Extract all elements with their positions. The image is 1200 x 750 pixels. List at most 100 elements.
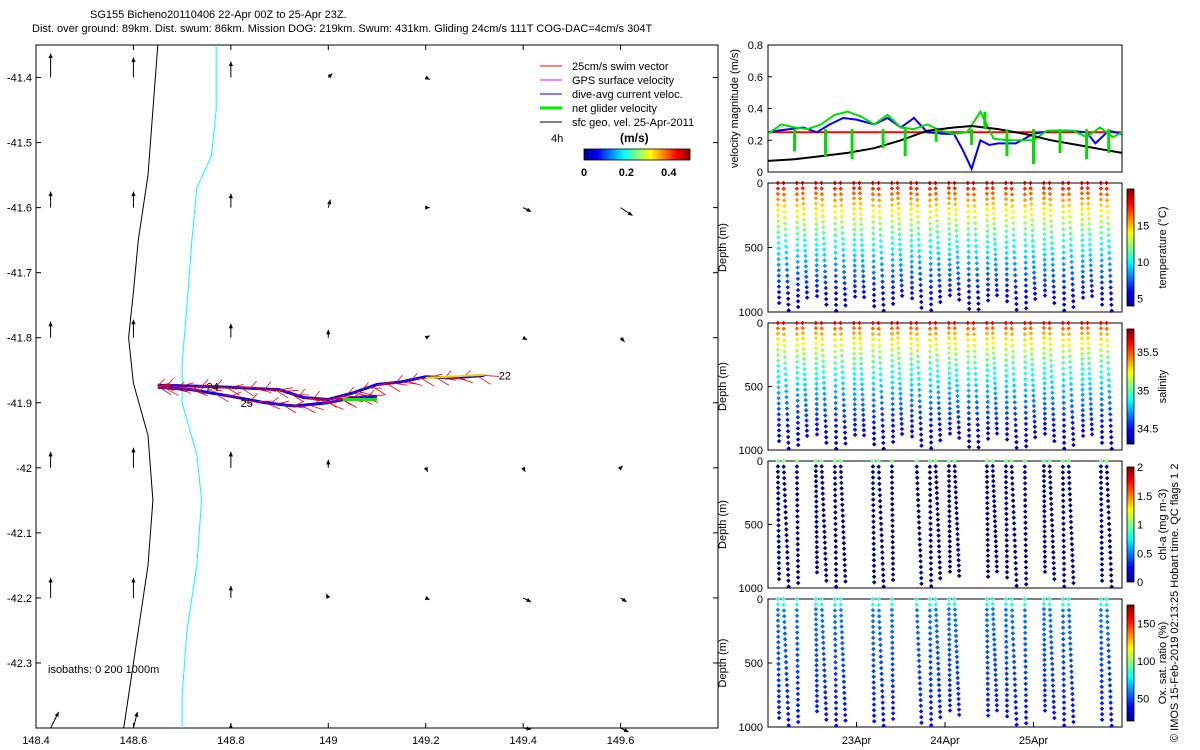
chla-data-point [1042, 539, 1047, 544]
salinity-data-point [795, 426, 801, 431]
swim-vector [164, 387, 179, 396]
salinity-data-point [1049, 369, 1054, 374]
salinity-ylabel: Depth (m) [717, 362, 729, 411]
geo-velocity-arrowhead [131, 319, 136, 325]
temperature-data-point [1098, 213, 1104, 219]
oxygen-data-point [946, 596, 952, 602]
salinity-data-point [877, 343, 882, 349]
isobath-200m-line [123, 44, 159, 729]
map-ytick-label: -41.5 [7, 138, 32, 150]
salinity-data-point [936, 395, 941, 400]
oxygen-data-point [776, 672, 781, 678]
salinity-data-point [918, 432, 924, 437]
salinity-data-point [896, 351, 901, 356]
salinity-data-point [1042, 426, 1048, 431]
temperature-data-point [890, 274, 896, 279]
oxygen-data-point [947, 682, 953, 688]
oxygen-data-point [1060, 631, 1066, 636]
map-ytick-label: -42.1 [7, 528, 32, 540]
chla-data-point [1066, 469, 1072, 475]
salinity-data-point [880, 434, 886, 440]
salinity-data-point [1099, 429, 1105, 435]
oxygen-data-point [1012, 665, 1017, 670]
salinity-data-point [928, 417, 934, 422]
temperature-data-point [1029, 201, 1034, 207]
salinity-data-point [1041, 345, 1047, 351]
temperature-data-point [1067, 220, 1073, 225]
temperature-data-point [1061, 250, 1066, 255]
oxygen-data-point [1061, 688, 1067, 694]
temperature-data-point [1080, 243, 1085, 248]
chla-data-point [1105, 498, 1111, 504]
salinity-data-point [917, 410, 923, 415]
salinity-data-point [994, 431, 1000, 436]
temperature-data-point [814, 283, 820, 289]
chla-data-point [838, 464, 843, 469]
salinity-data-point [832, 337, 838, 343]
salinity-data-point [851, 356, 857, 361]
geo-velocity-arrowhead [48, 191, 53, 197]
chla-data-point [1098, 464, 1104, 469]
oxygen-data-point [879, 683, 885, 688]
salinity-data-point [1098, 347, 1104, 353]
chla-data-point [814, 499, 819, 504]
oxygen-data-point [794, 596, 800, 602]
temperature-data-point [1042, 247, 1047, 252]
salinity-data-point [1029, 346, 1034, 352]
chla-data-point [933, 469, 939, 474]
temperature-data-point [1012, 261, 1018, 266]
salinity-data-point [843, 441, 848, 446]
salinity-data-point [1105, 355, 1111, 360]
salinity-data-point [915, 359, 921, 365]
salinity-data-point [871, 381, 876, 386]
chla-data-point [795, 541, 800, 547]
temperature-data-point [833, 256, 838, 261]
oxygen-data-point [814, 663, 819, 668]
oxygen-data-point [813, 622, 819, 627]
oxygen-data-point [1066, 596, 1071, 602]
salinity-data-point [956, 435, 962, 441]
salinity-data-point [1012, 400, 1018, 405]
temperature-data-point [976, 301, 981, 306]
salinity-data-point [895, 335, 901, 341]
temperature-data-point [1085, 196, 1091, 201]
chla-data-point [984, 464, 990, 469]
salinity-data-point [1079, 346, 1085, 351]
salinity-data-point [821, 364, 826, 369]
temperature-colorbar-tick: 5 [1137, 294, 1143, 306]
chla-data-point [928, 555, 934, 560]
chla-data-point [813, 473, 819, 479]
salinity-data-point [860, 407, 866, 413]
geo-velocity-arrowhead [131, 577, 136, 583]
salinity-data-point [972, 349, 977, 354]
salinity-data-point [1080, 387, 1085, 392]
oxygen-colorbar-label: Ox. sat. ratio (%) [1157, 622, 1169, 705]
swim-vector [450, 377, 466, 380]
salinity-data-point [801, 346, 806, 351]
oxygen-data-point [1068, 658, 1074, 663]
chla-data-point [935, 501, 940, 506]
salinity-data-point [928, 434, 934, 440]
salinity-data-point [840, 386, 846, 391]
salinity-data-point [947, 386, 952, 391]
salinity-data-point [896, 356, 902, 361]
temperature-data-point [795, 265, 800, 270]
salinity-data-point [947, 396, 952, 401]
salinity-data-point [813, 341, 819, 346]
swim-vector [230, 391, 242, 397]
salinity-data-point [889, 320, 895, 326]
salinity-data-point [1042, 431, 1048, 437]
map-xtick-label: 148.6 [120, 735, 148, 747]
salinity-data-point [1023, 388, 1028, 393]
salinity-data-point [852, 366, 857, 371]
oxygen-data-point [781, 596, 786, 602]
swim-vector [211, 386, 228, 389]
salinity-data-point [973, 371, 978, 377]
oxygen-data-point [1042, 667, 1047, 673]
chla-data-point [1047, 464, 1052, 469]
temperature-data-point [1023, 254, 1028, 260]
temperature-data-point [1041, 185, 1047, 191]
temperature-data-point [985, 298, 991, 303]
temperature-data-point [786, 302, 791, 307]
